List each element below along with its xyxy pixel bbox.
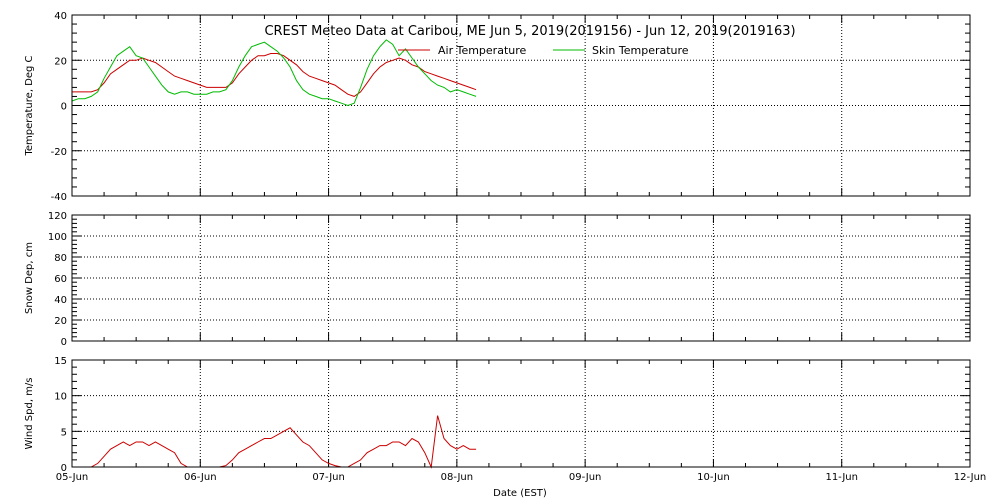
y-axis-label: Temperature, Deg C xyxy=(24,55,35,156)
x-tick-label: 08-Jun xyxy=(441,472,474,483)
legend: Air Temperature Skin Temperature xyxy=(398,44,689,57)
x-axis-label: Date (EST) xyxy=(493,488,547,499)
y-tick-label: 40 xyxy=(54,11,67,22)
panel-2: 0 20 40 60 80 100 120 Snow Dep, cm xyxy=(24,211,971,348)
y-tick-label: 120 xyxy=(48,211,67,222)
y-tick-label: 0 xyxy=(61,337,67,348)
y-tick-label: 20 xyxy=(54,56,67,67)
x-tick-label: 05-Jun xyxy=(56,472,89,483)
y-tick-label: 20 xyxy=(54,316,67,327)
plot-frame xyxy=(71,214,971,342)
y-tick-label: 40 xyxy=(54,295,67,306)
x-tick-label: 10-Jun xyxy=(697,472,730,483)
y-axis-label: Wind Spd, m/s xyxy=(24,377,35,449)
y-tick-label: 5 xyxy=(61,427,67,438)
panel-1: -40 -20 0 20 40 Temperature, Deg C xyxy=(24,11,971,203)
plot-frame xyxy=(71,14,971,197)
x-tick-label: 06-Jun xyxy=(184,472,217,483)
series-line-1 xyxy=(72,53,477,97)
x-tick-label: 09-Jun xyxy=(569,472,602,483)
series-line-1 xyxy=(72,415,477,469)
x-tick-label: 07-Jun xyxy=(312,472,345,483)
y-tick-label: -40 xyxy=(51,192,67,203)
y-tick-label: 10 xyxy=(54,392,67,403)
panel-3: 0 5 10 15 Wind Spd, m/s xyxy=(24,356,971,474)
y-tick-label: 80 xyxy=(54,253,67,264)
x-tick-label: 11-Jun xyxy=(825,472,858,483)
x-tick-label: 12-Jun xyxy=(954,472,987,483)
y-tick-label: 60 xyxy=(54,274,67,285)
y-tick-label: 0 xyxy=(61,102,67,113)
legend-skin-temperature-label: Skin Temperature xyxy=(592,44,689,57)
y-tick-label: 0 xyxy=(61,463,67,474)
legend-air-temperature-label: Air Temperature xyxy=(438,44,527,57)
y-tick-label: 100 xyxy=(48,232,67,243)
chart-title: CREST Meteo Data at Caribou, ME Jun 5, 2… xyxy=(264,24,795,39)
y-tick-label: 15 xyxy=(54,356,67,367)
y-axis-label: Snow Dep, cm xyxy=(24,242,35,314)
series-line-2 xyxy=(71,39,477,107)
y-tick-label: -20 xyxy=(51,147,67,158)
plot-frame xyxy=(71,359,971,468)
panels: -40 -20 0 20 40 Temperature, Deg C 0 20 40 60 80 10… xyxy=(24,11,971,474)
